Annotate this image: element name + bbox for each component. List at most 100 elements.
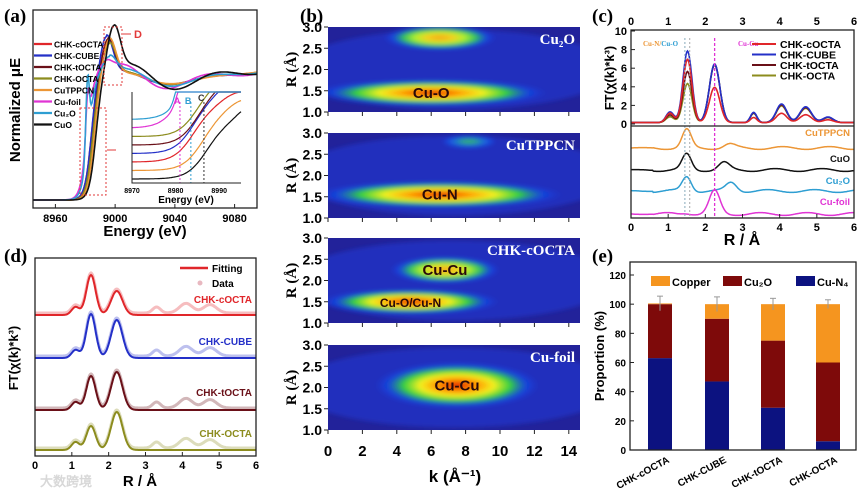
inset-line-CuTPPCN [132,100,242,172]
map-features [328,27,580,110]
inset-line-Cu2O [131,91,241,120]
x-tick-label: 0 [32,460,38,472]
x-tick-label: CHK-cOCTA [615,455,672,492]
fit-line-CHK-OCTA [35,410,256,451]
panel-e-bar-chart: CHK-cOCTA CHK-CUBE CHK-tOCTA CHK-OCTA 0 20 40 6… [592,261,857,492]
data-points-CHK-OCTA [35,408,256,450]
y-tick-label: 20 [615,417,627,428]
data-points-CHK-cOCTA [35,271,256,315]
y-axis-label: Normalized μE [7,58,24,162]
legend-label: Cu₂O [744,277,773,289]
legend-swatch [651,276,670,286]
legend-label: CHK-CUBE [54,51,100,61]
x-tick-label: 12 [526,443,543,460]
annotation-part: / [658,40,662,48]
y-tick-label: 2.5 [303,251,323,267]
panel-b-wavelet-maps: Cu-O Cu₂O 3.0 2.5 2.0 1.5 1.0 R (Å) Cu-N CuTPPCN 3… [284,19,580,486]
map-features [328,240,580,321]
y-tick-label: 2 [621,100,627,112]
x-axis-label: R / Å [123,473,157,490]
ref-label: Cu-foil [820,197,850,208]
y-tick-label: 1.0 [303,210,323,226]
x-tick-label: 6 [427,443,435,460]
series-label: CHK-cOCTA [194,295,252,306]
inset-axes [131,92,241,184]
x-tick-label: CHK-CUBE [676,455,729,490]
legend-label: CHK-OCTA [780,71,836,83]
zoom-box-D [103,26,123,86]
y-tick-label: 1.5 [303,83,323,99]
legend-label: CHK-tOCTA [54,63,102,73]
y-tick-label: 60 [615,359,627,370]
y-axis-label: R (Å) [284,52,300,87]
legend-label: Fitting [212,264,243,275]
top-tick-label: 3 [739,16,745,28]
wavelet-map: Cu-Cu Cu-O/Cu-N CHK-cOCTA 3.0 2.5 2.0 1.5 1.0 R … [284,230,580,331]
bar-segment-Cu2O [761,340,785,408]
zoom-box-inset [79,107,107,196]
x-tick-label: 2 [702,222,708,234]
x-tick-label: 10 [492,443,509,460]
y-tick-label: 1.5 [303,189,323,205]
y-tick-label: 4 [621,82,628,94]
legend-label: CHK-cOCTA [54,40,103,50]
feature-label: Cu-N [422,187,458,204]
x-tick-label: 3 [739,222,745,234]
series-label: CHK-tOCTA [196,388,252,399]
annotation-cu-cu: Cu-Cu [738,40,758,48]
x-tick-label: CHK-OCTA [788,455,840,489]
legend-label: CuTPPCN [54,86,94,96]
panel-label: (b) [300,6,323,27]
map-title: CuTPPCN [506,138,575,154]
top-tick-label: 5 [814,16,820,28]
y-axis-label: FT(χ(k)*k³) [602,46,617,111]
inset-bg [132,92,241,183]
inset-tick-label: 8990 [211,188,227,195]
y-tick-label: 3.0 [303,19,323,35]
annotation-cu-n-cu-o: Cu-N/Cu-O [643,40,679,48]
plot-frame [629,261,857,451]
panel-label: (c) [592,6,613,27]
intensity-feature [441,134,497,149]
x-tick-label: 14 [560,443,577,460]
bar-segment-Cu-N4 [648,358,672,450]
bar-segment-Cu-N4 [705,381,729,450]
wavelet-map: Cu-Cu Cu-foil 3.0 2.5 2.0 1.5 1.0 R (Å) [284,337,580,438]
y-axis-label: Proportion (%) [592,311,607,401]
map-title: Cu-foil [530,350,575,366]
x-axis-label: k (Å⁻¹) [429,467,481,486]
y-tick-label: 2.0 [303,273,323,289]
map-features [328,134,580,216]
y-tick-label: 6 [621,63,627,75]
intensity-feature [383,27,497,51]
ref-line-CuO [631,152,855,173]
bar-segment-Copper [816,304,840,363]
annotation-D: D [134,29,142,41]
ref-line-Cu2O [631,175,855,194]
legend-label: CHK-OCTA [54,74,99,84]
inset-marker-label: C [198,93,205,103]
x-axis-label: R / Å [724,230,761,249]
legend-label: CuO [54,120,72,130]
series-label: CHK-OCTA [199,429,252,440]
x-tick-label: 9000 [103,213,127,225]
legend-swatch-data [197,280,203,286]
y-tick-label: 2.0 [303,380,323,396]
bar-segment-Cu-N4 [816,441,840,450]
inset-marker-label: A [174,96,181,106]
inset-line-CHK-cOCTA [132,91,242,163]
y-tick-label: 2.5 [303,146,323,162]
x-tick-label: 1 [69,460,75,472]
annotation-part: Cu-N [643,40,659,48]
intensity-feature [328,79,549,107]
x-tick-label: 0 [628,222,634,234]
x-axis-label: Energy (eV) [103,223,186,240]
bar-segment-Cu-N4 [761,407,785,450]
x-tick-label: 9080 [222,213,246,225]
feature-label: Cu-O [413,85,450,102]
map-title: Cu₂O [540,32,575,48]
y-tick-label: 0 [621,119,627,131]
y-tick-label: 0 [620,446,626,457]
y-tick-label: 2.0 [303,168,323,184]
